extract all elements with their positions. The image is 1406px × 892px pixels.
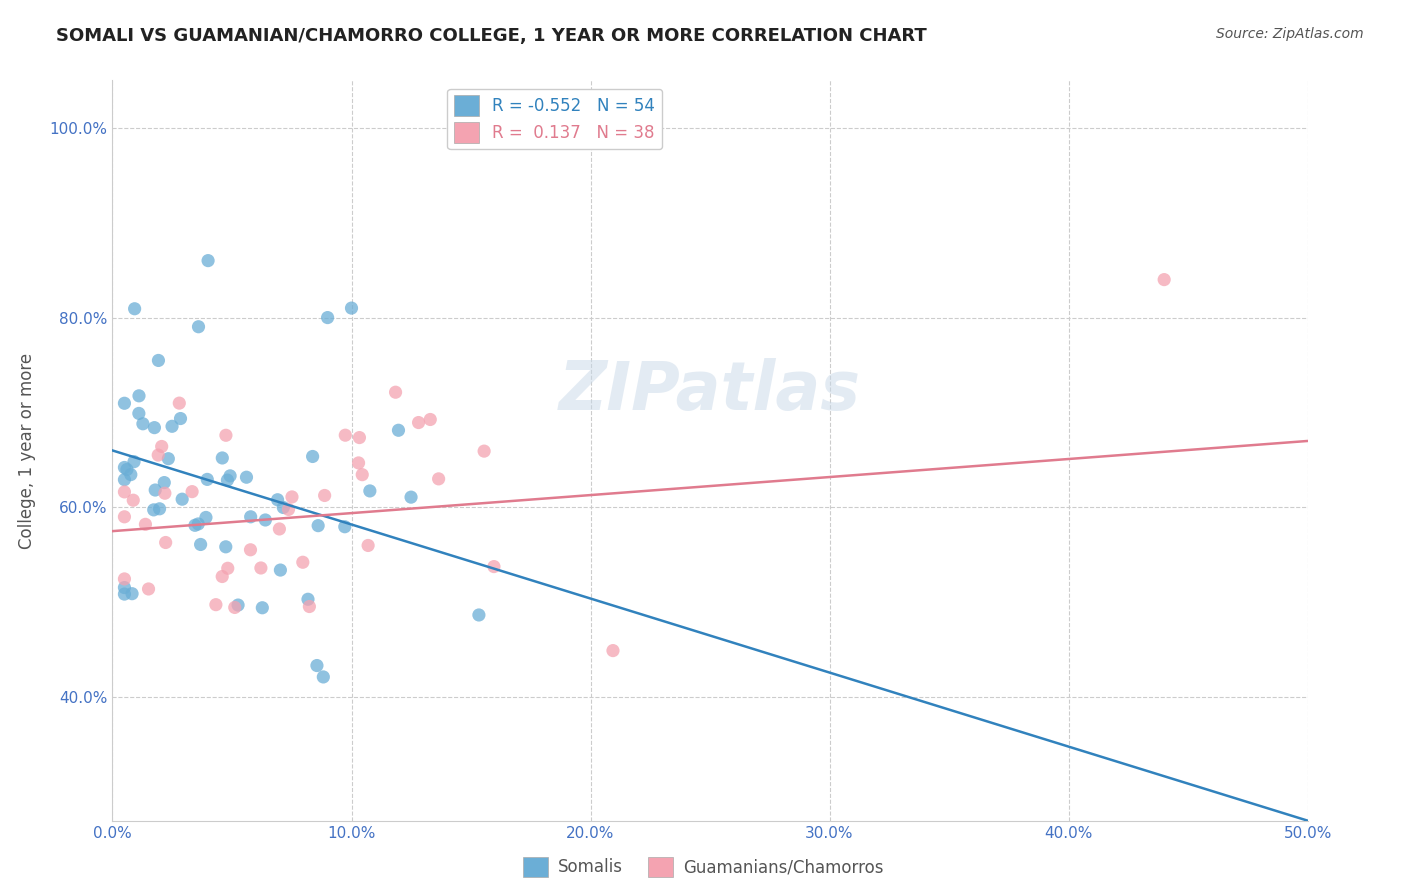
- Point: [271, 500, 294, 515]
- Point: [160, 419, 183, 434]
- Point: [266, 492, 288, 507]
- Point: [114, 587, 135, 601]
- Point: [114, 473, 135, 487]
- Point: [132, 417, 155, 431]
- Point: [114, 509, 135, 524]
- Point: [187, 319, 209, 334]
- Point: [121, 587, 143, 601]
- Point: [172, 492, 194, 507]
- Point: [482, 559, 505, 574]
- Point: [357, 539, 380, 553]
- Point: [215, 540, 238, 554]
- Point: [277, 502, 299, 516]
- Point: [359, 483, 381, 498]
- Point: [408, 416, 430, 430]
- Point: [427, 472, 450, 486]
- Point: [217, 561, 239, 575]
- Point: [335, 428, 357, 442]
- Point: [224, 600, 246, 615]
- Point: [384, 385, 406, 400]
- Point: [269, 563, 291, 577]
- Point: [197, 253, 219, 268]
- Point: [194, 510, 217, 524]
- Text: ZIPatlas: ZIPatlas: [560, 359, 860, 425]
- Point: [205, 598, 228, 612]
- Point: [314, 488, 336, 502]
- Point: [254, 513, 277, 527]
- Point: [169, 396, 191, 410]
- Point: [114, 484, 135, 499]
- Point: [142, 503, 165, 517]
- Point: [387, 423, 409, 437]
- Point: [349, 431, 371, 445]
- Point: [239, 542, 262, 557]
- Point: [128, 389, 150, 403]
- Point: [340, 301, 363, 315]
- Point: [219, 468, 242, 483]
- Point: [181, 484, 204, 499]
- Point: [148, 353, 170, 368]
- Point: [399, 490, 422, 504]
- Point: [215, 428, 238, 442]
- Point: [1153, 272, 1175, 286]
- Point: [124, 301, 146, 316]
- Point: [269, 522, 291, 536]
- Y-axis label: College, 1 year or more: College, 1 year or more: [18, 352, 35, 549]
- Point: [120, 467, 142, 482]
- Point: [281, 490, 304, 504]
- Point: [122, 493, 145, 508]
- Point: [316, 310, 339, 325]
- Point: [307, 518, 329, 533]
- Point: [148, 448, 170, 462]
- Point: [190, 537, 212, 551]
- Point: [419, 412, 441, 426]
- Point: [153, 475, 176, 490]
- Point: [298, 599, 321, 614]
- Point: [291, 555, 314, 569]
- Point: [211, 450, 233, 465]
- Point: [468, 607, 491, 622]
- Point: [347, 456, 370, 470]
- Point: [211, 569, 233, 583]
- Point: [250, 561, 273, 575]
- Point: [305, 658, 328, 673]
- Point: [602, 643, 624, 657]
- Point: [114, 460, 135, 475]
- Point: [472, 444, 495, 458]
- Point: [114, 572, 135, 586]
- Point: [195, 472, 218, 486]
- Point: [122, 455, 145, 469]
- Point: [114, 581, 135, 595]
- Point: [128, 406, 150, 420]
- Point: [312, 670, 335, 684]
- Point: [143, 420, 166, 434]
- Point: [226, 598, 249, 612]
- Point: [301, 450, 323, 464]
- Point: [138, 582, 160, 596]
- Point: [150, 440, 173, 454]
- Text: Source: ZipAtlas.com: Source: ZipAtlas.com: [1216, 27, 1364, 41]
- Point: [235, 470, 257, 484]
- Point: [217, 473, 239, 487]
- Text: SOMALI VS GUAMANIAN/CHAMORRO COLLEGE, 1 YEAR OR MORE CORRELATION CHART: SOMALI VS GUAMANIAN/CHAMORRO COLLEGE, 1 …: [56, 27, 927, 45]
- Point: [187, 516, 209, 531]
- Point: [169, 411, 191, 425]
- Point: [115, 462, 138, 476]
- Point: [157, 451, 180, 466]
- Point: [252, 600, 274, 615]
- Legend: Somalis, Guamanians/Chamorros: Somalis, Guamanians/Chamorros: [516, 850, 890, 884]
- Point: [239, 509, 262, 524]
- Point: [184, 518, 207, 533]
- Point: [333, 520, 356, 534]
- Point: [114, 396, 135, 410]
- Point: [153, 486, 176, 500]
- Point: [143, 483, 166, 497]
- Point: [155, 535, 177, 549]
- Point: [134, 517, 156, 532]
- Point: [352, 467, 374, 482]
- Point: [148, 501, 170, 516]
- Point: [297, 592, 319, 607]
- Legend: R = -0.552   N = 54, R =  0.137   N = 38: R = -0.552 N = 54, R = 0.137 N = 38: [447, 88, 662, 149]
